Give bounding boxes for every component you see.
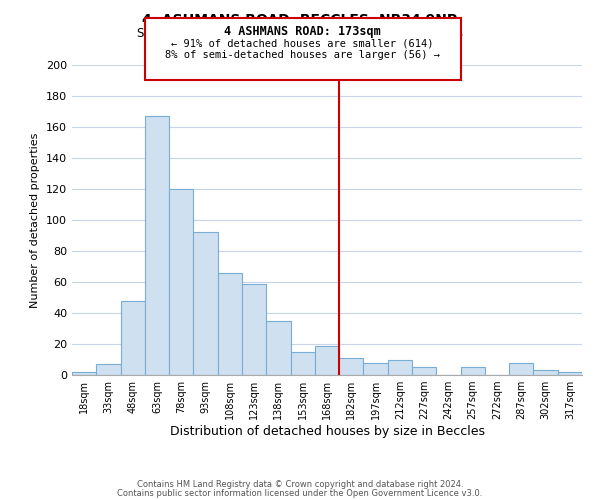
Bar [509, 362, 533, 375]
Bar [96, 364, 121, 375]
Bar [169, 189, 193, 375]
Bar [412, 367, 436, 375]
Bar [388, 360, 412, 375]
Bar [339, 358, 364, 375]
Text: 4 ASHMANS ROAD: 173sqm: 4 ASHMANS ROAD: 173sqm [224, 25, 381, 38]
Bar [218, 272, 242, 375]
Bar [461, 367, 485, 375]
Bar [558, 372, 582, 375]
Bar [315, 346, 339, 375]
Bar [145, 116, 169, 375]
Text: 8% of semi-detached houses are larger (56) →: 8% of semi-detached houses are larger (5… [165, 50, 440, 60]
Text: Contains public sector information licensed under the Open Government Licence v3: Contains public sector information licen… [118, 488, 482, 498]
Text: ← 91% of detached houses are smaller (614): ← 91% of detached houses are smaller (61… [172, 38, 434, 48]
Text: 4, ASHMANS ROAD, BECCLES, NR34 9NP: 4, ASHMANS ROAD, BECCLES, NR34 9NP [142, 12, 458, 26]
Bar [72, 372, 96, 375]
Bar [193, 232, 218, 375]
Text: Contains HM Land Registry data © Crown copyright and database right 2024.: Contains HM Land Registry data © Crown c… [137, 480, 463, 489]
Bar [266, 321, 290, 375]
Bar [242, 284, 266, 375]
Bar [290, 352, 315, 375]
Bar [533, 370, 558, 375]
Bar [121, 300, 145, 375]
X-axis label: Distribution of detached houses by size in Beccles: Distribution of detached houses by size … [170, 425, 485, 438]
Bar [364, 362, 388, 375]
Y-axis label: Number of detached properties: Number of detached properties [31, 132, 40, 308]
Text: Size of property relative to detached houses in Beccles: Size of property relative to detached ho… [137, 28, 463, 40]
